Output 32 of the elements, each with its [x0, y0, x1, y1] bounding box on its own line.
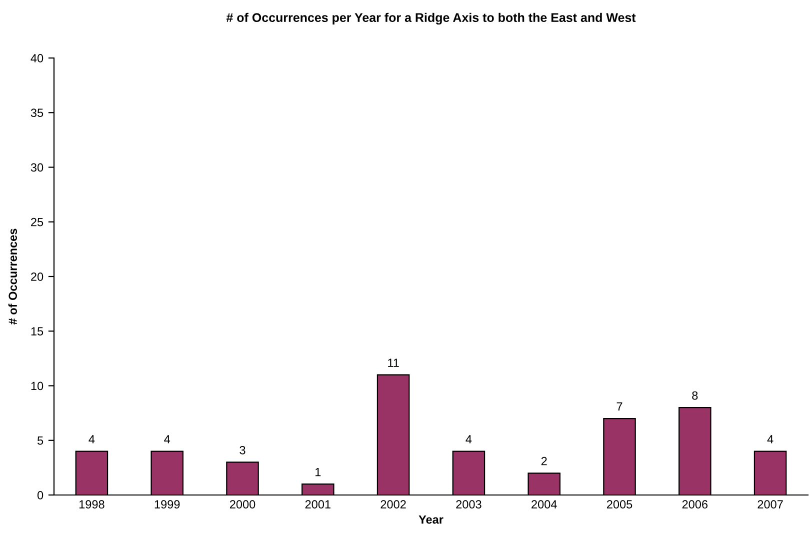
- x-tick-label: 1999: [154, 500, 180, 509]
- x-tick-label: 1998: [79, 500, 104, 509]
- data-label: 1: [316, 468, 321, 476]
- y-axis-title: # of Occurrences: [8, 228, 18, 325]
- x-axis-title: Year: [418, 515, 444, 524]
- data-label: 4: [88, 435, 95, 444]
- x-tick-label: 2003: [456, 500, 482, 509]
- x-tick-label: 2006: [682, 500, 708, 509]
- y-tick-label: 30: [30, 163, 44, 172]
- y-tick-label: 35: [30, 108, 44, 118]
- x-tick-label: 2000: [230, 500, 256, 509]
- chart-title: # of Occurrences per Year for a Ridge Axis to both the East and West: [226, 12, 636, 25]
- x-tick-label: 2001: [305, 500, 330, 509]
- x-tick-label: 2007: [758, 500, 783, 509]
- y-tick-label: 5: [37, 436, 44, 445]
- y-tick-label: 25: [31, 218, 44, 226]
- data-label: 3: [240, 446, 246, 454]
- data-label: 8: [692, 391, 698, 400]
- data-label: 4: [164, 435, 170, 444]
- data-label: 11: [388, 358, 399, 367]
- x-tick-label: 2005: [606, 500, 632, 509]
- y-tick-label: 10: [31, 382, 44, 390]
- y-tick-label: 40: [30, 54, 44, 62]
- x-tick-label: 2002: [380, 500, 406, 509]
- data-label: 7: [616, 402, 622, 411]
- y-tick-label: 15: [31, 327, 44, 336]
- data-label: 4: [466, 435, 472, 444]
- y-tick-label: 20: [31, 272, 44, 281]
- data-label: 2: [541, 456, 547, 466]
- y-tick-label: 0: [37, 491, 44, 500]
- x-tick-label: 2004: [532, 500, 557, 509]
- data-label: 4: [767, 435, 774, 444]
